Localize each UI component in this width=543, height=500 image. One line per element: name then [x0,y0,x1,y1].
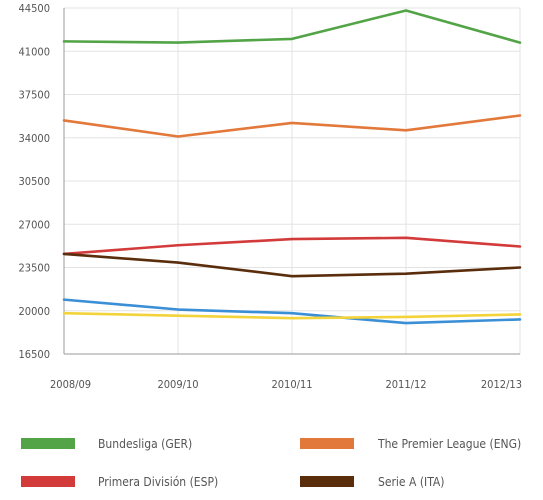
x-tick-label: 2011/12 [385,378,426,391]
series-line-6 [62,311,522,320]
legend-label: The Premier League (ENG) [377,437,521,451]
y-tick-label: 34000 [19,132,50,145]
x-tick-label: 2008/09 [50,378,91,391]
legend-label: Primera División (ESP) [98,475,218,489]
grid-lines [63,7,521,355]
y-axis-ticks: 16500 20000 23500 27000 30500 34000 37500 41000… [19,2,50,361]
y-tick-label: 27000 [19,218,50,231]
y-tick-label: 23500 [19,262,50,275]
series-line-2 [62,114,522,138]
x-axis-ticks: 2008/09 2009/10 2010/11 2011/12 2012/13 [50,378,522,391]
x-tick-label: 2010/11 [271,378,312,391]
legend-label: Serie A (ITA) [378,475,444,489]
x-tick-label: 2009/10 [157,378,198,391]
legend-swatch [21,476,75,487]
x-tick-label: 2012/13 [481,378,522,391]
legend-swatch [300,438,354,449]
y-tick-label: 20000 [19,305,50,318]
y-tick-label: 30500 [19,175,50,188]
series-line-1 [62,9,522,44]
y-tick-label: 44500 [19,2,50,15]
y-tick-label: 41000 [19,45,50,58]
legend-swatch [21,438,75,449]
series-line-5 [62,298,522,325]
legend-swatch [300,476,354,487]
series-line-3 [62,236,522,256]
series-line-4 [62,252,522,278]
series-lines [62,9,522,325]
legend: Bundesliga (GER) The Premier League (ENG)… [21,437,521,489]
legend-label: Bundesliga (GER) [98,437,192,451]
y-tick-label: 16500 [19,348,50,361]
y-tick-label: 37500 [19,89,50,102]
